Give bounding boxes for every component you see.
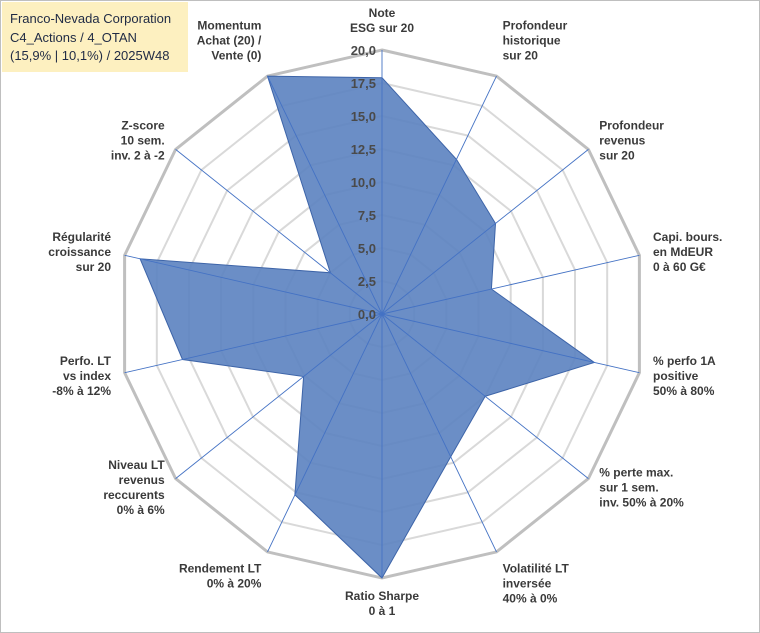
axis-spoke-14: [267, 75, 383, 315]
axis-spoke-6: [381, 313, 589, 479]
title-line-category: C4_Actions / 4_OTAN: [10, 29, 137, 45]
axis-spoke-2: [381, 75, 497, 315]
axis-label-6: % perte max. sur 1 sem. inv. 50% à 20%: [599, 465, 684, 509]
tick-label-3: 7,5: [358, 208, 376, 223]
axis-spoke-3: [381, 149, 589, 315]
axis-label-13: Z-score 10 sem. inv. 2 à -2: [111, 119, 165, 163]
tick-label-8: 20,0: [351, 43, 376, 58]
axis-spoke-9: [267, 313, 383, 553]
chart-title-box: Franco-Nevada Corporation C4_Actions / 4…: [2, 2, 188, 72]
tick-label-7: 17,5: [351, 76, 376, 91]
tick-label-2: 5,0: [358, 241, 376, 256]
axis-label-12: Régularité croissance sur 20: [48, 230, 111, 274]
axis-label-4: Capi. bours. en MdEUR 0 à 60 G€: [653, 230, 722, 274]
axis-spoke-10: [175, 313, 383, 479]
title-line-company: Franco-Nevada Corporation: [10, 11, 172, 26]
axis-spoke-11: [124, 313, 383, 374]
axis-label-5: % perfo 1A positive 50% à 80%: [653, 354, 716, 398]
tick-label-5: 12,5: [351, 142, 376, 157]
axis-label-7: Volatilité LT inversée 40% à 0%: [503, 562, 570, 606]
axis-label-11: Perfo. LT vs index -8% à 12%: [52, 354, 111, 398]
tick-label-0: 0,0: [358, 307, 376, 322]
axis-label-10: Niveau LT revenus reccurents 0% à 6%: [103, 458, 165, 517]
axis-label-1: Note ESG sur 20: [350, 6, 414, 35]
axis-label-3: Profondeur revenus sur 20: [599, 119, 664, 163]
axis-spoke-4: [381, 254, 640, 315]
tick-label-1: 2,5: [358, 274, 376, 289]
axis-spoke-5: [381, 313, 640, 374]
axis-spoke-13: [175, 149, 383, 315]
title-line-stats: (15,9% | 10,1%) / 2025W48: [10, 48, 170, 63]
axis-label-2: Profondeur historique sur 20: [503, 19, 568, 63]
axis-spoke-12: [124, 254, 383, 315]
axis-label-9: Rendement LT 0% à 20%: [179, 562, 262, 591]
axis-label-8: Ratio Sharpe 0 à 1: [345, 589, 419, 618]
axis-spoke-7: [381, 313, 497, 553]
axis-label-14: Momentum Achat (20) / Vente (0): [197, 19, 262, 63]
tick-label-4: 10,0: [351, 175, 376, 190]
tick-label-6: 15,0: [351, 109, 376, 124]
